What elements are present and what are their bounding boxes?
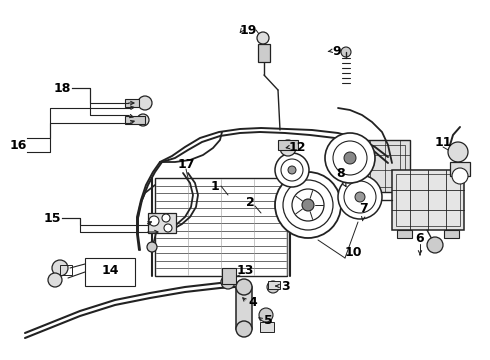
Bar bbox=[278, 140, 298, 150]
Circle shape bbox=[355, 192, 365, 202]
Bar bbox=[155, 178, 287, 276]
Circle shape bbox=[275, 172, 341, 238]
Bar bbox=[125, 99, 139, 107]
Circle shape bbox=[344, 152, 356, 164]
Text: 3: 3 bbox=[281, 279, 289, 292]
Text: 7: 7 bbox=[359, 202, 368, 215]
Circle shape bbox=[427, 237, 443, 253]
Circle shape bbox=[275, 153, 309, 187]
Bar bbox=[396, 174, 460, 226]
Circle shape bbox=[259, 308, 273, 322]
Circle shape bbox=[257, 32, 269, 44]
Text: 1: 1 bbox=[211, 180, 220, 193]
Circle shape bbox=[48, 273, 62, 287]
Text: 8: 8 bbox=[337, 166, 345, 180]
Bar bbox=[222, 268, 236, 284]
Bar bbox=[397, 230, 412, 238]
Text: 16: 16 bbox=[9, 139, 26, 152]
Text: 19: 19 bbox=[239, 23, 257, 36]
Bar bbox=[85, 258, 135, 286]
Circle shape bbox=[236, 321, 252, 337]
Text: 5: 5 bbox=[264, 314, 272, 327]
Circle shape bbox=[267, 281, 279, 293]
Bar bbox=[450, 162, 470, 176]
Text: 15: 15 bbox=[43, 212, 61, 225]
Text: 14: 14 bbox=[101, 264, 119, 276]
Text: 11: 11 bbox=[434, 135, 452, 149]
Bar bbox=[392, 170, 464, 230]
Bar bbox=[360, 145, 405, 187]
Circle shape bbox=[292, 189, 324, 221]
Circle shape bbox=[162, 214, 170, 222]
Text: 6: 6 bbox=[416, 231, 424, 244]
Circle shape bbox=[341, 47, 351, 57]
Circle shape bbox=[325, 133, 375, 183]
Bar bbox=[60, 265, 72, 275]
Circle shape bbox=[302, 199, 314, 211]
Text: 18: 18 bbox=[53, 81, 71, 95]
Circle shape bbox=[452, 168, 468, 184]
Circle shape bbox=[281, 159, 303, 181]
Text: 10: 10 bbox=[344, 246, 362, 258]
Circle shape bbox=[283, 180, 333, 230]
Bar bbox=[148, 213, 176, 233]
Circle shape bbox=[147, 242, 157, 252]
Bar bbox=[260, 322, 274, 332]
Bar bbox=[236, 287, 252, 329]
Circle shape bbox=[280, 140, 296, 156]
Bar bbox=[125, 116, 145, 124]
Bar bbox=[258, 44, 270, 62]
Text: 12: 12 bbox=[288, 140, 306, 153]
Circle shape bbox=[221, 275, 235, 289]
Text: 4: 4 bbox=[248, 296, 257, 309]
Circle shape bbox=[448, 142, 468, 162]
Text: 17: 17 bbox=[177, 158, 195, 171]
Circle shape bbox=[236, 279, 252, 295]
Bar bbox=[268, 281, 280, 289]
Circle shape bbox=[333, 141, 367, 175]
Bar bbox=[355, 140, 410, 192]
Circle shape bbox=[338, 175, 382, 219]
Circle shape bbox=[164, 224, 172, 232]
Circle shape bbox=[137, 114, 149, 126]
Text: 2: 2 bbox=[245, 195, 254, 208]
Bar bbox=[444, 230, 459, 238]
Circle shape bbox=[149, 216, 159, 226]
Text: 9: 9 bbox=[333, 45, 342, 58]
Circle shape bbox=[52, 260, 68, 276]
Circle shape bbox=[138, 96, 152, 110]
Text: 13: 13 bbox=[236, 264, 254, 276]
Circle shape bbox=[344, 181, 376, 213]
Circle shape bbox=[288, 166, 296, 174]
